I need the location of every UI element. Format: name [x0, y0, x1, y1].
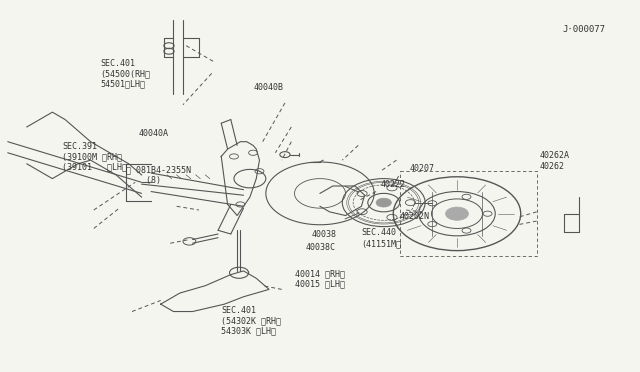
Text: 40040B: 40040B [253, 83, 283, 92]
Text: SEC.440
(41151M〉: SEC.440 (41151M〉 [362, 228, 401, 248]
Text: SEC.401
(54302K 〈RH〉
54303K 〈LH〉: SEC.401 (54302K 〈RH〉 54303K 〈LH〉 [221, 306, 281, 336]
Text: 40262A: 40262A [540, 151, 570, 160]
Text: 40014 〈RH〉
40015 〈LH〉: 40014 〈RH〉 40015 〈LH〉 [294, 269, 344, 288]
Text: 40202N: 40202N [399, 212, 429, 221]
Text: SEC.391
(39100M 〈RH〉
(39101   〈LH〉: SEC.391 (39100M 〈RH〉 (39101 〈LH〉 [62, 142, 127, 171]
Text: SEC.401
(54500(RH〉
54501〈LH〉: SEC.401 (54500(RH〉 54501〈LH〉 [100, 59, 150, 89]
Text: 40222: 40222 [381, 180, 406, 189]
Text: Ⓑ 081B4-2355N
    (8): Ⓑ 081B4-2355N (8) [125, 166, 191, 185]
Circle shape [376, 198, 392, 207]
Text: 40040A: 40040A [138, 129, 168, 138]
Text: 40038: 40038 [312, 230, 337, 239]
Text: J·000077: J·000077 [562, 25, 605, 34]
Text: 40038C: 40038C [306, 243, 336, 252]
Text: 40262: 40262 [540, 162, 565, 171]
Circle shape [445, 207, 468, 220]
Text: 40207: 40207 [409, 164, 434, 173]
